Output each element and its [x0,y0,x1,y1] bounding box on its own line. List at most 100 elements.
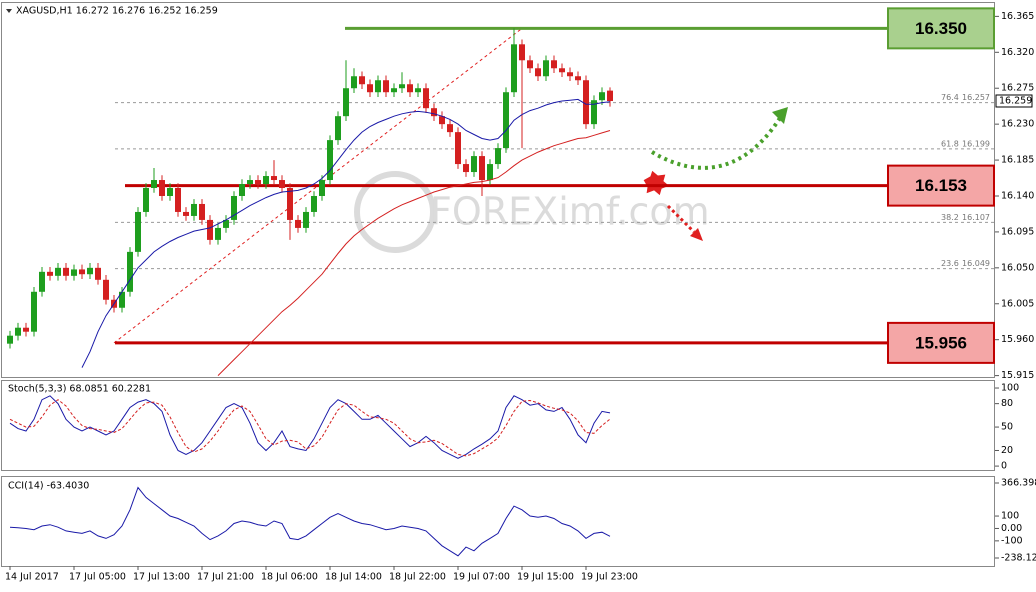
fib-value: 16.199 [962,139,990,148]
candle-body [343,88,349,117]
y-tick-label: 0 [1001,461,1007,472]
candle-body [103,279,109,300]
candle-body [375,80,381,93]
candle-body [383,80,389,93]
watermark: FOREXimf.com [354,171,710,253]
up-arrow-head [772,107,788,124]
candle-body [551,60,557,69]
candle-body [479,156,485,181]
y-tick-label: 100 [1001,511,1019,522]
candle-body [559,68,565,73]
watermark-logo [354,171,436,253]
candle-body [607,90,613,101]
fib-ratio: 61.8 [941,139,959,148]
x-tick-label: 14 Jul 2017 [5,572,59,583]
last-price-label: 16.259 [999,95,1032,106]
candle-body [71,269,77,276]
candle-body [255,180,261,185]
menu-triangle [6,9,12,13]
candle-body [439,116,445,125]
candle-body [79,269,85,275]
y-tick-label: 15.915 [1001,370,1034,381]
x-tick-label: 19 Jul 15:00 [517,572,574,583]
candle-body [55,267,61,276]
candle-body [359,76,365,85]
y-tick-label: 16.095 [1001,226,1034,237]
level-box [887,321,995,364]
candle-body [87,267,93,275]
candle-body [423,88,429,109]
candle-body [39,271,45,292]
indicator-line [9,486,611,557]
candle-body [199,203,205,220]
last-price-box [995,94,1033,108]
down-arrow-head [690,228,703,241]
candle-body [303,211,309,228]
fib-ratio: 38.2 [941,213,959,222]
fib-ratio: 76.4 [941,93,959,102]
candle-body [23,327,29,332]
x-tick-label: 19 Jul 23:00 [581,572,638,583]
x-tick-label: 18 Jul 14:00 [325,572,382,583]
candle-body [167,188,173,196]
up-arrow [650,116,782,170]
moving-average [217,130,611,376]
moving-average [81,98,611,368]
fib-value: 16.257 [962,93,990,102]
candle-body [263,176,269,185]
chart-title: XAGUSD,H1 16.272 16.276 16.252 16.259 [16,6,218,17]
level-label: 16.153 [915,176,967,195]
stoch-title: Stoch(5,3,3) 68.0851 60.2281 [8,384,151,395]
y-tick-label: 16.320 [1001,47,1034,58]
stoch-panel-frame [1,380,995,471]
candle-body [7,335,13,344]
y-tick-label: 16.050 [1001,262,1034,273]
y-tick-label: 16.005 [1001,298,1034,309]
candle-body [391,88,397,93]
x-tick-label: 17 Jul 05:00 [69,572,126,583]
candle-body [575,76,581,81]
candle-body [135,211,141,252]
candle-body [335,116,341,141]
y-tick-label: 16.140 [1001,190,1034,201]
cci-panel-frame [1,476,995,567]
candle-body [231,195,237,220]
candle-body [527,60,533,69]
candle-body [567,72,573,77]
candle-body [143,188,149,212]
candle-body [407,84,413,93]
x-tick-label: 17 Jul 13:00 [133,572,190,583]
level-label: 15.956 [915,333,967,352]
candle-body [431,108,437,117]
indicator-line [9,399,611,457]
candle-body [31,291,37,332]
candle-body [327,140,333,181]
candle-body [151,180,157,189]
fib-value: 16.107 [962,213,990,222]
candle-body [399,84,405,89]
y-tick-label: 0.00 [1001,523,1022,534]
cci-title: CCI(14) -63.4030 [8,481,89,492]
candle-body [415,88,421,93]
candle-body [463,164,469,173]
x-tick-label: 19 Jul 07:00 [453,572,510,583]
y-tick-label: 100 [1001,383,1019,394]
candle-body [15,327,21,336]
candle-body [351,76,357,89]
candle-body [119,291,125,308]
candle-body [503,92,509,149]
y-tick-label: 20 [1001,445,1013,456]
candle-body [599,92,605,101]
candle-body [311,195,317,212]
candle-body [319,180,325,196]
candle-body [295,219,301,228]
x-tick-label: 18 Jul 22:00 [389,572,446,583]
x-tick-label: 17 Jul 21:00 [197,572,254,583]
fib-ratio: 23.6 [941,259,959,268]
y-tick-label: 16.365 [1001,11,1034,22]
candle-body [495,148,501,165]
y-tick-label: 16.275 [1001,83,1034,94]
y-tick-label: 16.230 [1001,119,1034,130]
candle-body [191,203,197,216]
